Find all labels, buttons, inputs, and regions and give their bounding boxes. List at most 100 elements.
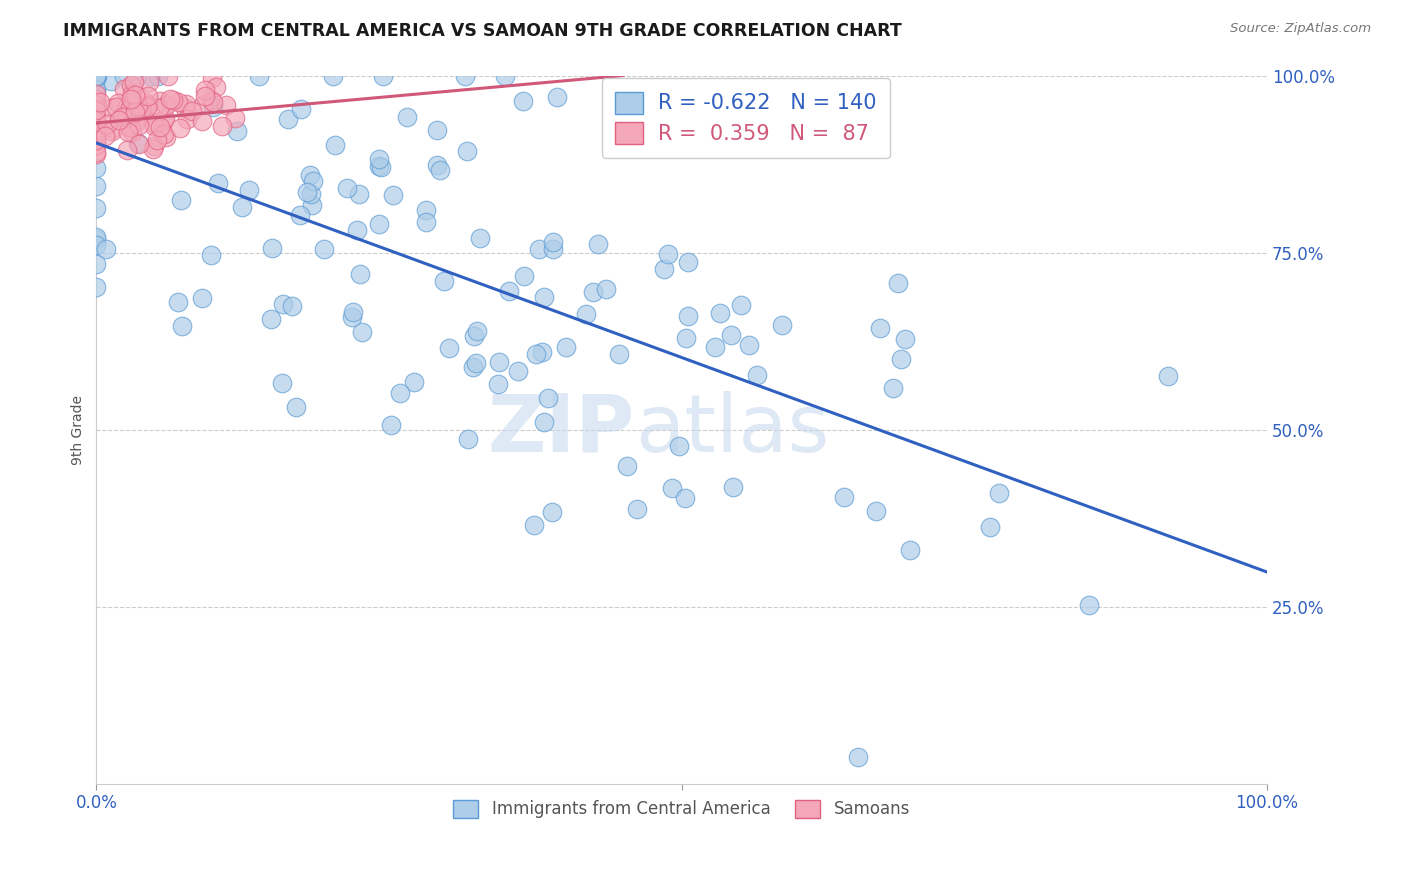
Point (193, 83, 215, 97)
Point (224, 112, 246, 126)
Point (437, 341, 460, 355)
Point (120, 78, 142, 92)
Point (626, 502, 648, 516)
Point (125, 91, 148, 105)
Point (898, 543, 921, 558)
Point (174, 96, 197, 111)
Point (342, 305, 364, 319)
Point (204, 80, 226, 95)
Point (524, 347, 547, 361)
Point (117, 119, 139, 133)
Point (136, 97, 159, 112)
Point (586, 236, 609, 251)
Point (86, 69, 108, 83)
Point (616, 458, 638, 473)
Point (132, 108, 155, 122)
Point (554, 339, 576, 353)
Point (86, 69, 108, 83)
Point (96, 117, 118, 131)
Point (846, 750, 869, 764)
Point (382, 188, 405, 202)
Point (468, 231, 491, 245)
Point (125, 115, 148, 129)
Y-axis label: 9th Grade: 9th Grade (72, 394, 86, 465)
Point (652, 262, 675, 277)
Point (370, 160, 392, 174)
Point (191, 98, 214, 112)
Point (153, 112, 176, 127)
Text: ZIP: ZIP (488, 391, 634, 468)
Point (380, 418, 402, 433)
Point (461, 360, 484, 375)
Point (105, 100, 128, 114)
Point (86, 137, 108, 152)
Point (134, 95, 156, 109)
Point (112, 82, 135, 96)
Point (396, 110, 419, 124)
Point (86, 161, 108, 176)
Point (290, 102, 312, 116)
Point (173, 101, 195, 115)
Point (86, 70, 108, 84)
Point (494, 69, 516, 83)
Point (582, 285, 605, 300)
Point (1157, 369, 1180, 384)
Point (270, 376, 292, 390)
Point (136, 100, 159, 114)
Point (299, 187, 322, 202)
Point (191, 291, 214, 305)
Point (730, 298, 752, 312)
Point (142, 142, 165, 156)
Point (201, 95, 224, 109)
Point (346, 222, 368, 236)
Point (148, 101, 170, 115)
Point (121, 125, 143, 139)
Point (247, 69, 270, 83)
Point (86, 113, 108, 128)
Point (149, 120, 172, 134)
Point (865, 504, 887, 518)
Point (979, 520, 1001, 534)
Point (704, 340, 727, 354)
Point (456, 145, 478, 159)
Point (200, 93, 222, 107)
Point (86, 237, 108, 252)
Point (152, 127, 174, 141)
Point (322, 69, 344, 83)
Point (299, 168, 322, 182)
Point (100, 101, 122, 115)
Point (543, 242, 565, 256)
Point (194, 89, 217, 103)
Point (124, 105, 146, 120)
Point (260, 241, 283, 255)
Point (537, 391, 560, 405)
Point (314, 243, 336, 257)
Point (143, 116, 166, 130)
Point (136, 88, 159, 103)
Point (301, 174, 323, 188)
Point (100, 74, 122, 88)
Point (118, 101, 141, 115)
Point (869, 321, 891, 335)
Point (86, 146, 108, 161)
Point (340, 310, 363, 325)
Point (215, 98, 238, 112)
Point (673, 491, 696, 506)
Point (607, 346, 630, 360)
Point (117, 125, 139, 139)
Point (738, 338, 761, 352)
Point (146, 69, 169, 83)
Text: IMMIGRANTS FROM CENTRAL AMERICA VS SAMOAN 9TH GRADE CORRELATION CHART: IMMIGRANTS FROM CENTRAL AMERICA VS SAMOA… (63, 22, 903, 40)
Point (166, 95, 188, 109)
Point (101, 124, 124, 138)
Point (238, 183, 260, 197)
Point (211, 119, 233, 133)
Point (661, 481, 683, 495)
Point (486, 376, 509, 391)
Point (139, 69, 162, 83)
Point (143, 139, 166, 153)
Point (367, 152, 389, 166)
Point (988, 485, 1011, 500)
Point (155, 98, 177, 112)
Point (281, 300, 304, 314)
